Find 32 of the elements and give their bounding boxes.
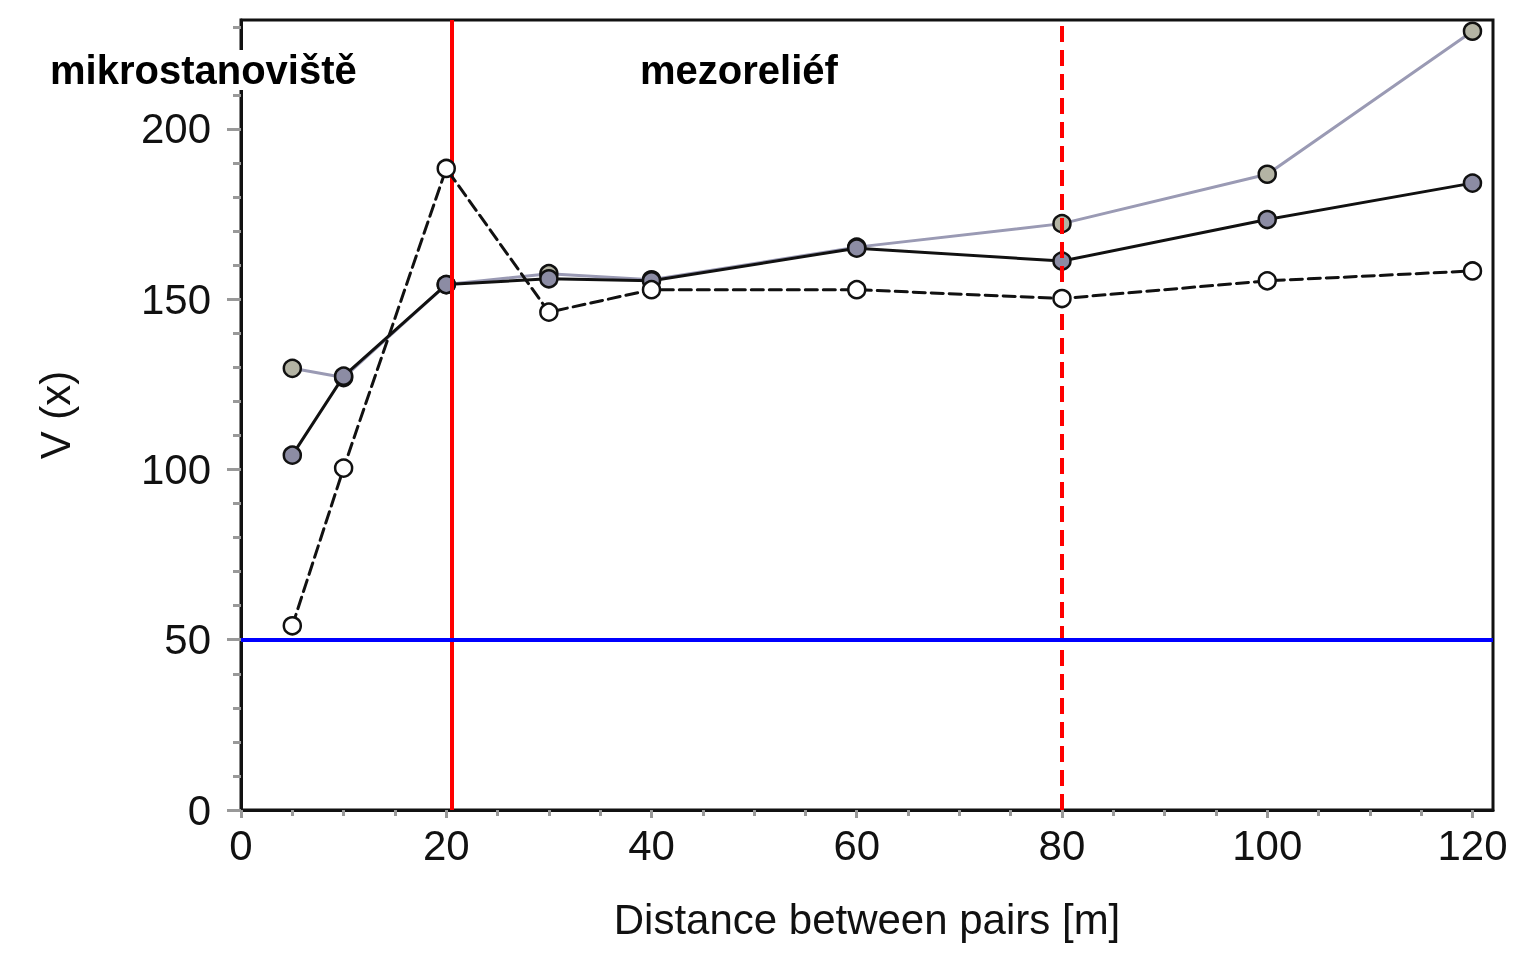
annotation: mezoreliéf <box>640 48 839 92</box>
x-tick-label: 80 <box>1038 821 1086 869</box>
point <box>333 458 354 478</box>
point <box>847 279 867 300</box>
point <box>1462 21 1483 41</box>
x-tick-label: 40 <box>628 821 675 869</box>
y-tick-label: 150 <box>140 275 211 323</box>
point <box>1257 209 1277 230</box>
x-tick-label: 120 <box>1437 821 1508 869</box>
x-tick-label: 20 <box>422 821 470 869</box>
point <box>282 445 303 465</box>
point <box>1257 271 1277 291</box>
x-tick-label: 100 <box>1232 821 1303 869</box>
point <box>539 269 559 289</box>
point <box>1257 164 1277 184</box>
point <box>641 279 662 300</box>
x-axis-title: Distance between pairs [m] <box>613 895 1121 943</box>
point <box>539 302 559 322</box>
point <box>282 358 303 379</box>
point <box>436 158 456 179</box>
y-axis-title: V (x) <box>31 370 79 460</box>
y-tick-label: 200 <box>140 105 211 153</box>
point <box>1462 173 1483 193</box>
y-tick-label: 0 <box>187 786 211 834</box>
point <box>1052 288 1072 309</box>
point <box>1462 261 1483 281</box>
x-tick-label: 60 <box>833 821 881 869</box>
point <box>282 616 303 636</box>
x-tick-label: 0 <box>229 821 253 869</box>
y-tick-label: 50 <box>164 616 211 664</box>
y-tick-label: 100 <box>140 445 211 493</box>
annotation: mikrostanoviště <box>50 48 357 92</box>
